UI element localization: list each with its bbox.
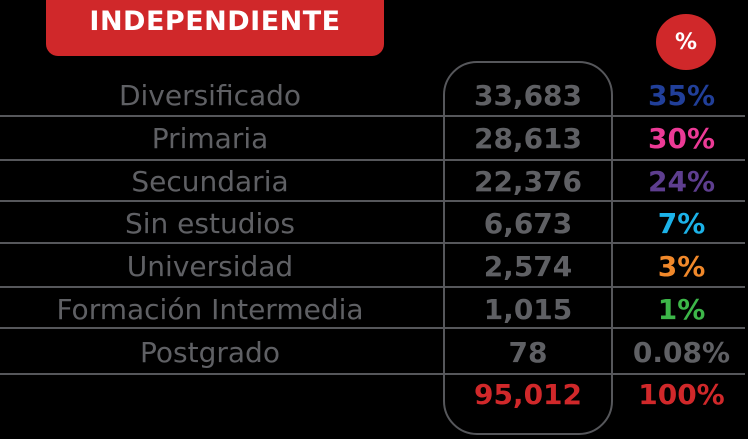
row-divider <box>0 200 745 202</box>
row-divider <box>0 159 745 161</box>
table-row: Primaria 28,613 30% <box>0 117 748 160</box>
row-value: 6,673 <box>483 207 573 240</box>
row-divider <box>0 115 745 117</box>
table-row: Secundaria 22,376 24% <box>0 160 748 203</box>
table-row: Diversificado 33,683 35% <box>0 74 748 117</box>
total-row: 95,012 100% <box>0 373 748 416</box>
table-row: Sin estudios 6,673 7% <box>0 202 748 245</box>
row-divider <box>0 286 745 288</box>
row-value: 33,683 <box>473 79 583 112</box>
table-row: Formación Intermedia 1,015 1% <box>0 288 748 331</box>
row-percent: 3% <box>657 250 706 283</box>
row-value: 1,015 <box>483 293 573 326</box>
row-percent: 7% <box>657 207 706 240</box>
row-percent: 1% <box>657 293 706 326</box>
table-row: Universidad 2,574 3% <box>0 245 748 288</box>
row-value: 22,376 <box>473 165 583 198</box>
row-value: 2,574 <box>483 250 573 283</box>
total-value: 95,012 <box>473 378 583 411</box>
row-label: Sin estudios <box>124 207 295 240</box>
row-divider <box>0 327 745 329</box>
row-divider <box>0 373 745 375</box>
row-label: Formación Intermedia <box>56 293 364 326</box>
row-percent: 30% <box>647 122 716 155</box>
row-percent: 35% <box>647 79 716 112</box>
values-column-frame <box>443 61 613 435</box>
row-value: 78 <box>508 336 548 369</box>
table-row: Postgrado 78 0.08% <box>0 331 748 374</box>
total-percent: 100% <box>638 378 725 411</box>
row-value: 28,613 <box>473 122 583 155</box>
title-badge: INDEPENDIENTE <box>46 0 384 56</box>
row-label: Secundaria <box>131 165 289 198</box>
row-divider <box>0 242 745 244</box>
row-label: Primaria <box>151 122 269 155</box>
row-percent: 0.08% <box>632 336 731 369</box>
row-label: Universidad <box>126 250 294 283</box>
row-label: Diversificado <box>118 79 302 112</box>
percent-header-badge: % <box>656 14 716 70</box>
row-percent: 24% <box>647 165 716 198</box>
row-label: Postgrado <box>140 336 280 369</box>
